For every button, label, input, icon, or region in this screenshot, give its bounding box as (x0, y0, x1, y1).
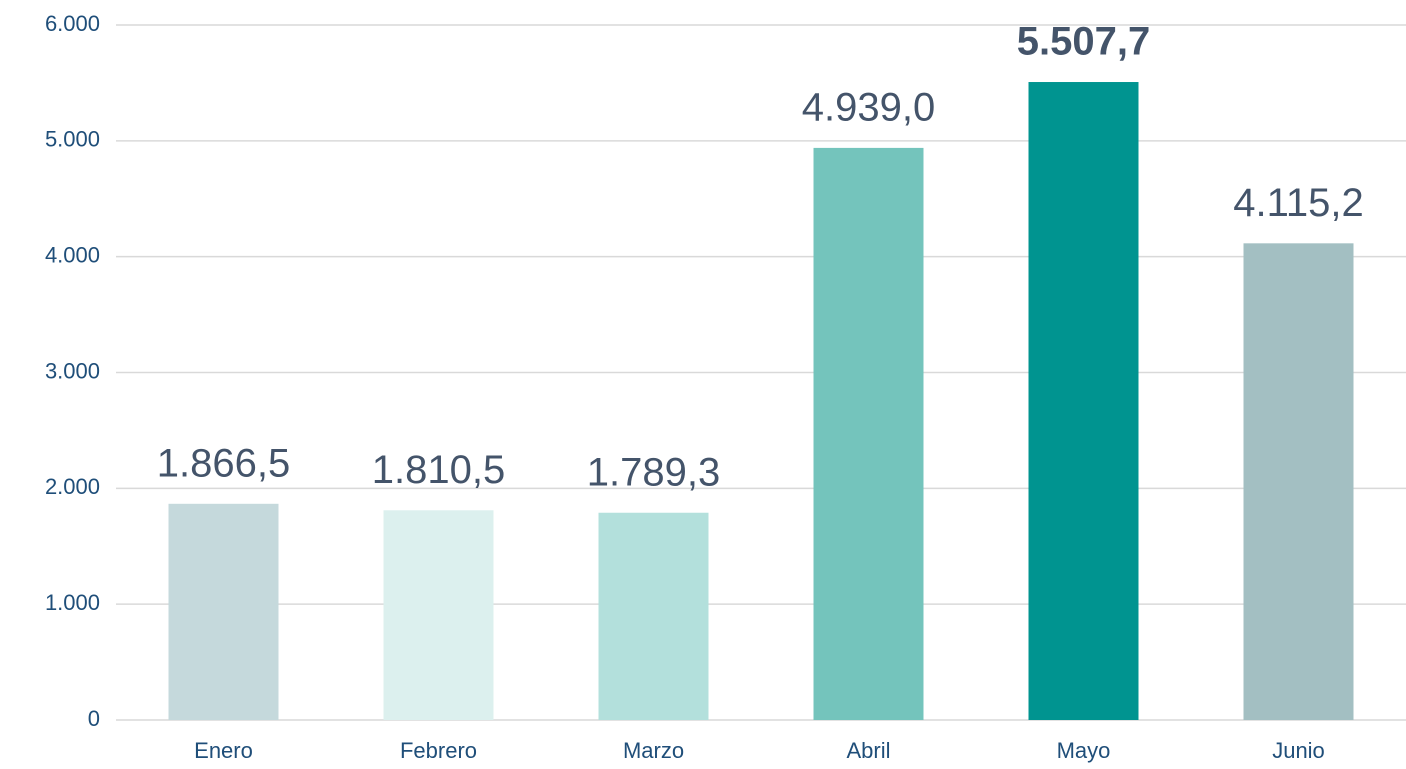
data-label: 1.789,3 (587, 450, 720, 494)
bar (1028, 82, 1139, 720)
x-tick-label: Junio (1272, 738, 1325, 763)
x-tick-label: Abril (846, 738, 890, 763)
y-tick-label: 5.000 (45, 127, 100, 152)
bar (168, 503, 279, 720)
bar (813, 147, 924, 720)
x-tick-label: Enero (194, 738, 253, 763)
data-label: 1.810,5 (372, 448, 505, 492)
y-tick-label: 1.000 (45, 590, 100, 615)
data-label: 4.115,2 (1233, 181, 1364, 225)
y-tick-label: 3.000 (45, 358, 100, 383)
bar (1243, 243, 1354, 720)
y-tick-label: 2.000 (45, 474, 100, 499)
x-tick-label: Mayo (1057, 738, 1111, 763)
data-label: 4.939,0 (802, 85, 935, 129)
x-tick-label: Febrero (400, 738, 477, 763)
data-label: 1.866,5 (157, 441, 290, 485)
data-label: 5.507,7 (1017, 20, 1150, 64)
bar (383, 510, 494, 720)
x-tick-label: Marzo (623, 738, 684, 763)
y-tick-label: 4.000 (45, 242, 100, 267)
y-tick-label: 6.000 (45, 11, 100, 36)
y-tick-label: 0 (88, 706, 100, 731)
bar (598, 512, 709, 720)
